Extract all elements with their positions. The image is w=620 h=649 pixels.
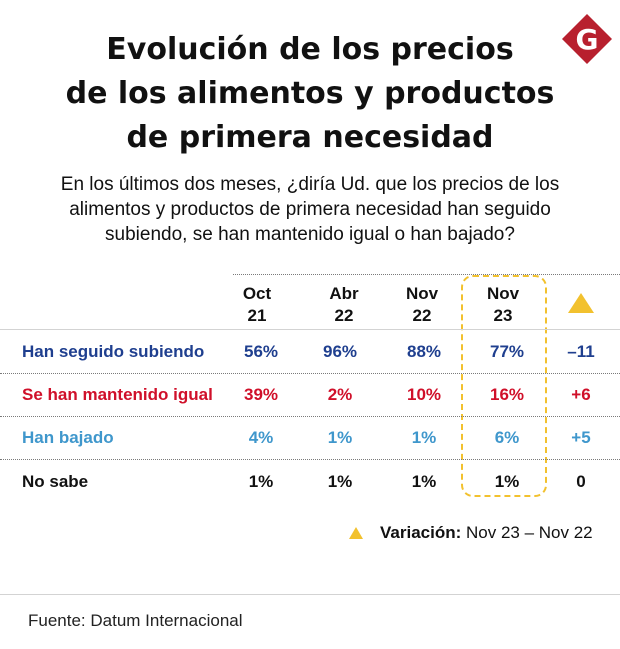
- subtitle-line-2: alimentos y productos de primera necesid…: [69, 199, 551, 220]
- legend-label: Variación:: [380, 523, 462, 542]
- column-header-year: 21: [247, 306, 267, 325]
- row-separator: [0, 373, 620, 374]
- table-cell: 1%: [411, 472, 437, 491]
- gestion-logo-icon: G: [562, 14, 612, 64]
- legend: Variación: Nov 23 – Nov 22: [380, 522, 593, 544]
- table-cell: 10%: [406, 385, 442, 404]
- table-cell: 56%: [243, 342, 279, 361]
- variation-cell: 0: [576, 472, 586, 491]
- title-line-2: de los alimentos y productos: [65, 76, 555, 111]
- chart-title: Evolución de los precios de los alimento…: [0, 28, 620, 160]
- table-top-line: [233, 274, 620, 275]
- column-header-abr-22: Abr 22: [309, 283, 379, 327]
- column-header-month: Abr: [329, 284, 359, 303]
- column-header-year: 22: [412, 306, 432, 325]
- table-cell: 39%: [243, 385, 279, 404]
- table-cell: 1%: [248, 472, 274, 491]
- source-text: Fuente: Datum Internacional: [28, 611, 243, 630]
- title-line-3: de primera necesidad: [126, 120, 494, 155]
- column-header-year: 22: [334, 306, 354, 325]
- variation-cell: +6: [571, 385, 591, 404]
- legend-triangle-icon: [349, 527, 363, 539]
- title-line-1: Evolución de los precios: [106, 32, 514, 67]
- triangle-up-icon: [568, 293, 594, 313]
- table-cell: 77%: [489, 342, 525, 361]
- table-cell: 96%: [322, 342, 358, 361]
- table-cell: 88%: [406, 342, 442, 361]
- variation-cell: +5: [571, 428, 591, 447]
- row-label-mantenido-igual: Se han mantenido igual: [22, 385, 213, 404]
- table-cell: 2%: [327, 385, 353, 404]
- row-separator: [0, 459, 620, 460]
- subtitle-line-3: subiendo, se han mantenido igual o han b…: [105, 224, 515, 245]
- subtitle-line-1: En los últimos dos meses, ¿diría Ud. que…: [60, 174, 560, 195]
- chart-subtitle: En los últimos dos meses, ¿diría Ud. que…: [0, 172, 620, 247]
- column-header-oct-21: Oct 21: [222, 283, 292, 327]
- table-cell: 1%: [494, 472, 520, 491]
- header-separator: [0, 329, 620, 330]
- row-label-seguido-subiendo: Han seguido subiendo: [22, 342, 205, 361]
- legend-text: Nov 23 – Nov 22: [466, 523, 593, 542]
- table-cell: 1%: [411, 428, 437, 447]
- column-header-month: Nov: [405, 284, 439, 303]
- column-header-month: Nov: [486, 284, 520, 303]
- row-label-han-bajado: Han bajado: [22, 428, 114, 447]
- row-label-no-sabe: No sabe: [22, 472, 89, 491]
- column-header-month: Oct: [242, 284, 272, 303]
- variation-cell: –11: [567, 342, 595, 361]
- table-cell: 1%: [327, 428, 353, 447]
- table-cell: 16%: [489, 385, 525, 404]
- column-header-year: 23: [493, 306, 513, 325]
- logo-letter: G: [576, 23, 599, 56]
- row-separator: [0, 416, 620, 417]
- column-header-nov-22: Nov 22: [387, 283, 457, 327]
- column-header-nov-23: Nov 23: [468, 283, 538, 327]
- source-separator: [0, 594, 620, 595]
- table-cell: 6%: [494, 428, 520, 447]
- table-cell: 1%: [327, 472, 353, 491]
- table-cell: 4%: [248, 428, 274, 447]
- highlight-column-box: [461, 275, 547, 497]
